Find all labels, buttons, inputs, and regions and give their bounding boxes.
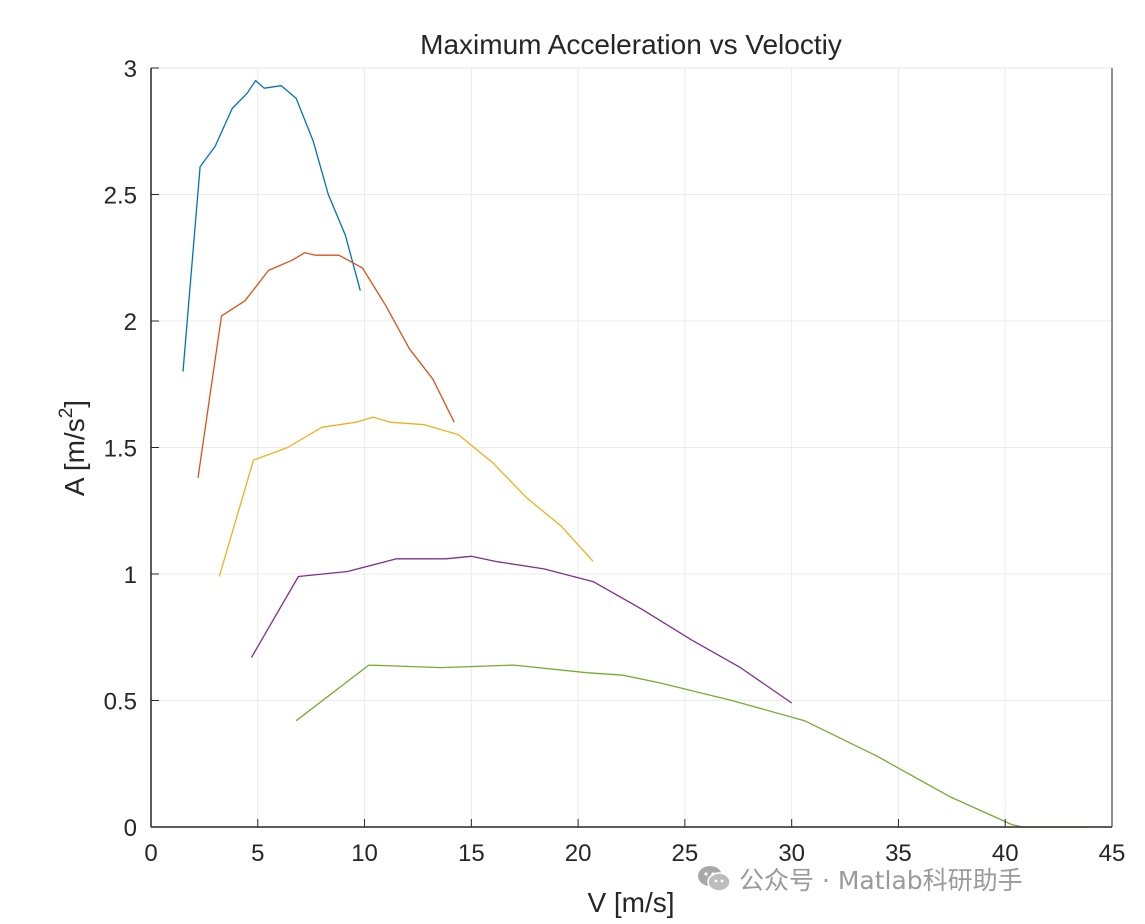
series-line-4 [250, 555, 793, 704]
x-tick-label: 20 [565, 840, 592, 867]
y-tick-label: 1.5 [104, 436, 137, 463]
x-tick-label: 15 [458, 840, 485, 867]
watermark: 公众号 · Matlab科研助手 [697, 862, 1023, 896]
y-tick-label: 0 [124, 815, 137, 842]
series-line-2 [197, 252, 455, 478]
series-line-1 [182, 79, 361, 372]
grid [151, 68, 1112, 827]
y-tick-label: 3 [124, 56, 137, 83]
series-group [182, 79, 1087, 828]
y-axis-label-main: A [m/s [59, 418, 90, 496]
chart-title: Maximum Acceleration vs Veloctiy [420, 29, 842, 60]
y-tick-labels: 0 0.5 1 1.5 2 2.5 3 [104, 56, 137, 842]
y-tick-label: 1 [124, 562, 137, 589]
y-tick-label: 2 [124, 309, 137, 336]
x-tick-label: 40 [992, 840, 1019, 867]
series-line-5 [295, 664, 1087, 828]
y-axis-label-superscript: 2 [56, 408, 77, 419]
x-tick-label: 0 [144, 840, 157, 867]
wechat-icon [697, 864, 731, 894]
y-axis-label-close: ] [59, 400, 90, 408]
x-tick-label: 25 [672, 840, 699, 867]
series-line-3 [218, 416, 594, 577]
x-tick-label: 5 [251, 840, 264, 867]
x-tick-label: 10 [351, 840, 378, 867]
y-tick-label: 0.5 [104, 689, 137, 716]
x-tick-labels: 0 5 10 15 20 25 30 35 40 45 [144, 840, 1125, 867]
x-tick-label: 45 [1099, 840, 1126, 867]
axes [150, 67, 1113, 828]
x-axis-label: V [m/s] [587, 887, 674, 918]
x-tick-label: 35 [885, 840, 912, 867]
y-axis-label: A [m/s2] [56, 400, 90, 496]
x-tick-label: 30 [778, 840, 805, 867]
watermark-text: 公众号 · Matlab科研助手 [739, 866, 1023, 895]
y-tick-label: 2.5 [104, 183, 137, 210]
